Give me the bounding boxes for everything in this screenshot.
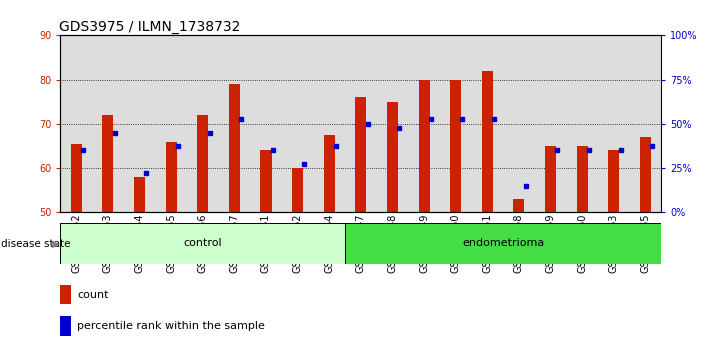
Bar bbox=[60, 316, 71, 336]
Bar bbox=[356, 97, 366, 212]
Bar bbox=[567, 35, 598, 212]
Bar bbox=[503, 35, 535, 212]
FancyBboxPatch shape bbox=[345, 223, 661, 264]
Text: control: control bbox=[183, 238, 222, 249]
Bar bbox=[229, 84, 240, 212]
Bar bbox=[545, 146, 556, 212]
Bar bbox=[598, 35, 630, 212]
Bar bbox=[314, 35, 345, 212]
Bar bbox=[345, 35, 377, 212]
Bar bbox=[387, 102, 398, 212]
Bar bbox=[419, 80, 429, 212]
Bar bbox=[535, 35, 567, 212]
Bar bbox=[197, 115, 208, 212]
Text: disease state: disease state bbox=[1, 239, 70, 249]
Bar bbox=[102, 115, 113, 212]
Bar bbox=[513, 199, 525, 212]
Bar bbox=[260, 150, 272, 212]
Bar bbox=[60, 285, 71, 304]
FancyBboxPatch shape bbox=[60, 223, 345, 264]
Bar bbox=[155, 35, 187, 212]
Bar bbox=[60, 35, 92, 212]
Bar bbox=[471, 35, 503, 212]
Bar bbox=[134, 177, 145, 212]
Bar bbox=[450, 80, 461, 212]
Bar bbox=[630, 35, 661, 212]
Bar bbox=[440, 35, 471, 212]
Bar bbox=[187, 35, 218, 212]
Bar bbox=[250, 35, 282, 212]
Bar bbox=[324, 135, 335, 212]
Bar bbox=[282, 35, 314, 212]
Bar bbox=[609, 150, 619, 212]
Bar bbox=[377, 35, 408, 212]
Bar bbox=[70, 144, 82, 212]
Bar bbox=[218, 35, 250, 212]
Bar bbox=[92, 35, 124, 212]
Bar bbox=[124, 35, 155, 212]
Bar bbox=[482, 71, 493, 212]
Bar bbox=[292, 168, 303, 212]
Bar bbox=[408, 35, 440, 212]
Bar bbox=[166, 142, 176, 212]
Bar bbox=[577, 146, 588, 212]
Text: endometrioma: endometrioma bbox=[462, 238, 544, 249]
Text: count: count bbox=[77, 290, 109, 299]
Text: ▶: ▶ bbox=[52, 239, 60, 249]
Bar bbox=[640, 137, 651, 212]
Text: GDS3975 / ILMN_1738732: GDS3975 / ILMN_1738732 bbox=[59, 21, 240, 34]
Text: percentile rank within the sample: percentile rank within the sample bbox=[77, 321, 265, 331]
